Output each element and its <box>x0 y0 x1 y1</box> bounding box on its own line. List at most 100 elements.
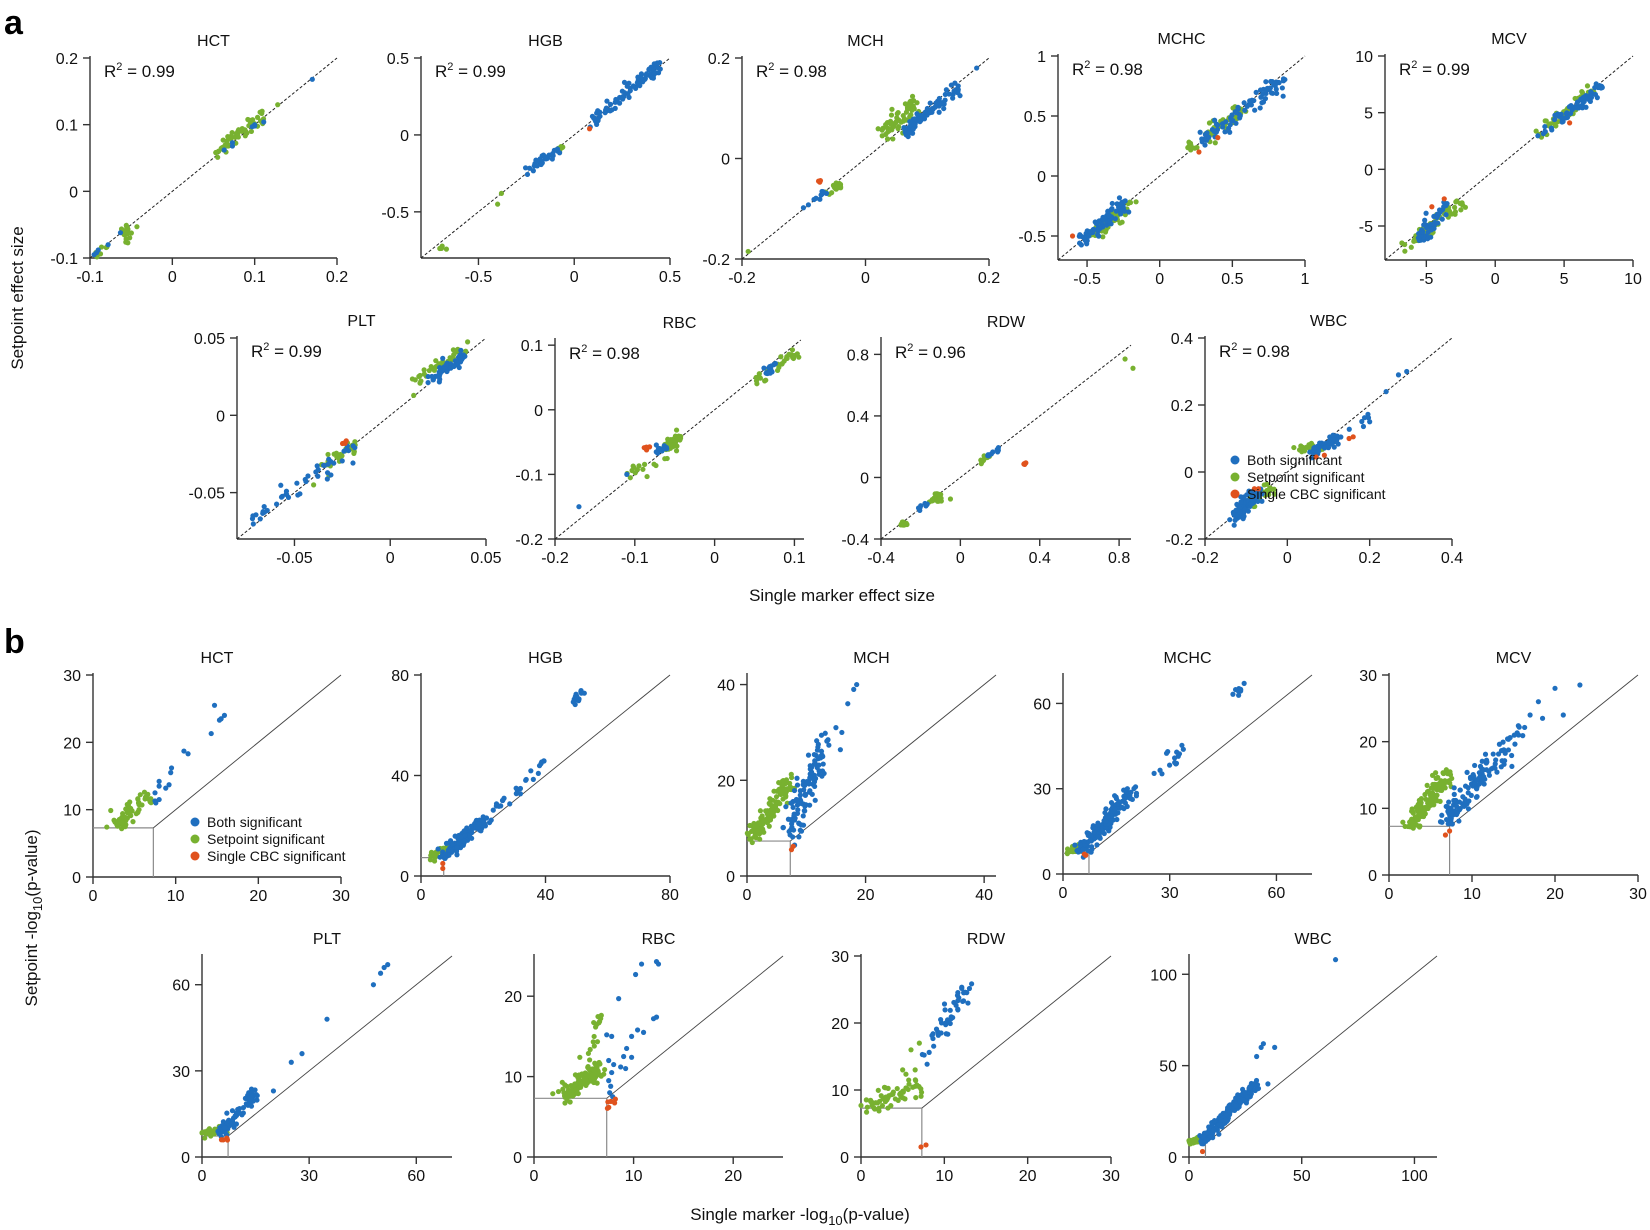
y-tick-label: -0.05 <box>189 486 226 503</box>
data-point-both <box>464 825 470 831</box>
data-point-both <box>629 1054 635 1060</box>
data-point-both <box>117 230 124 236</box>
data-point-both <box>1322 445 1328 451</box>
panel-b-wbc: WBC 0 50 100 0 50 100 <box>1150 931 1438 1185</box>
data-point-setpoint <box>673 427 680 433</box>
data-point-setpoint <box>1186 139 1192 145</box>
r2-value: = 0.98 <box>774 62 826 81</box>
data-point-both <box>1446 810 1452 816</box>
data-point-both <box>1165 749 1171 755</box>
data-point-both <box>328 472 334 478</box>
y-tick-label: 10 <box>1355 49 1373 66</box>
data-point-setpoint <box>676 433 682 439</box>
data-point-both <box>638 961 645 967</box>
data-point-both <box>1197 129 1203 135</box>
data-point-both <box>1270 90 1276 96</box>
series-single <box>918 1142 929 1150</box>
data-point-both <box>955 998 961 1004</box>
data-point-both <box>350 443 356 449</box>
data-point-setpoint <box>220 137 226 143</box>
r2-value: = 0.99 <box>453 62 505 81</box>
x-axis-label-b: Single marker -log10(p-value) <box>690 1205 910 1228</box>
x-tick-label: 0 <box>1185 1168 1194 1185</box>
data-point-both <box>324 1016 330 1022</box>
data-point-setpoint <box>895 109 901 116</box>
x-tick-label: -0.2 <box>728 270 756 287</box>
series-both <box>915 445 1001 514</box>
legend-marker-both <box>1230 455 1240 465</box>
data-point-both <box>530 168 536 174</box>
data-point-both <box>1241 100 1247 106</box>
data-point-both <box>229 1121 235 1127</box>
x-tick-label: 0 <box>89 888 98 905</box>
data-point-both <box>772 360 778 367</box>
data-point-both <box>923 503 929 509</box>
data-point-both <box>105 242 111 248</box>
data-point-setpoint <box>900 1067 906 1073</box>
data-point-both <box>1128 789 1134 795</box>
data-point-both <box>444 368 450 375</box>
panel-title: HGB <box>528 650 563 667</box>
data-point-setpoint <box>108 807 114 814</box>
data-point-both <box>1122 796 1128 802</box>
data-point-both <box>1579 102 1585 108</box>
data-point-both <box>264 507 270 514</box>
data-point-setpoint <box>1268 486 1275 492</box>
data-point-both <box>1535 699 1541 705</box>
data-point-both <box>490 807 496 813</box>
x-tick-label: 0.4 <box>1029 550 1051 567</box>
data-point-both <box>1365 415 1372 421</box>
data-point-both <box>935 1032 941 1038</box>
data-point-both <box>800 813 806 819</box>
data-point-setpoint <box>1261 482 1267 488</box>
data-point-setpoint <box>1428 785 1435 791</box>
data-point-both <box>303 478 309 485</box>
data-point-both <box>1204 130 1210 136</box>
identity-line <box>1205 955 1438 1145</box>
x-tick-label: -0.5 <box>465 269 493 286</box>
data-point-setpoint <box>906 1081 912 1087</box>
data-point-both <box>1245 508 1251 514</box>
data-point-both <box>1118 211 1124 217</box>
data-point-both <box>974 65 980 71</box>
data-point-both <box>1473 794 1480 800</box>
data-point-setpoint <box>906 1077 912 1083</box>
y-tick-label: -0.4 <box>841 532 869 549</box>
data-point-setpoint <box>1410 825 1416 831</box>
r2-value: = 0.98 <box>587 344 639 363</box>
data-point-setpoint <box>590 1074 596 1081</box>
data-point-both <box>1451 791 1457 797</box>
data-point-both <box>1361 415 1368 421</box>
data-point-setpoint <box>783 793 789 799</box>
data-point-setpoint <box>758 821 764 827</box>
data-point-setpoint <box>1454 198 1460 204</box>
y-tick-label: 20 <box>831 1016 849 1033</box>
data-point-setpoint <box>938 498 944 504</box>
data-point-both <box>851 686 857 692</box>
series-both <box>215 962 391 1140</box>
data-point-both <box>624 83 630 89</box>
r2-base: R <box>756 62 768 81</box>
data-point-both <box>950 95 956 101</box>
data-point-setpoint <box>572 1072 579 1078</box>
data-point-both <box>1252 107 1258 113</box>
data-point-both <box>611 1061 617 1068</box>
y-tick-label: 30 <box>172 1064 190 1081</box>
r2-base: R <box>895 343 907 362</box>
data-point-setpoint <box>1408 244 1414 250</box>
data-point-setpoint <box>912 1067 918 1073</box>
data-point-setpoint <box>443 246 450 252</box>
data-point-both <box>839 729 845 736</box>
data-point-both <box>1087 837 1093 843</box>
y-tick-label: 30 <box>1359 668 1377 685</box>
data-point-both <box>624 471 630 477</box>
data-point-both <box>1346 426 1352 432</box>
data-point-setpoint <box>778 354 784 360</box>
series-single <box>1069 135 1221 239</box>
data-point-setpoint <box>1429 772 1436 778</box>
data-point-setpoint <box>895 1097 901 1103</box>
y-tick-label: -0.2 <box>1165 532 1193 549</box>
data-point-both <box>602 110 608 116</box>
data-point-setpoint <box>1411 238 1417 244</box>
y-tick-label: 0 <box>726 869 735 886</box>
